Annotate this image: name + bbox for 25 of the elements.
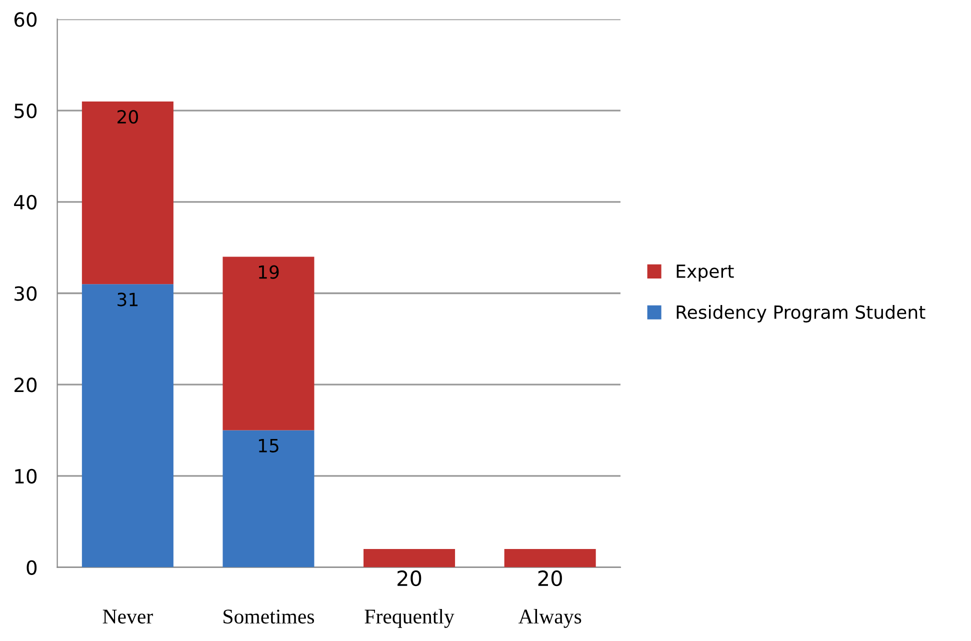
x-tick-label: Never <box>102 610 153 624</box>
data-label: 31 <box>118 292 138 306</box>
text: 20 <box>398 570 422 586</box>
data-label: 20 <box>118 110 138 124</box>
legend-label: Expert <box>676 264 734 282</box>
bar <box>504 549 596 568</box>
bar <box>222 256 314 430</box>
y-tick-label: 20 <box>14 378 37 392</box>
data-label: 15 <box>258 439 278 452</box>
y-tick-label: 0 <box>26 560 37 575</box>
y-tick-label: 60 <box>14 12 37 27</box>
data-label: 19 <box>258 265 279 279</box>
y-tick-label: 30 <box>14 286 37 301</box>
bar <box>222 430 314 568</box>
x-tick-label: Sometimes <box>224 610 314 624</box>
x-tick-label: Frequently <box>364 608 454 628</box>
bar <box>82 284 174 568</box>
legend-label: Residency Program Student <box>676 304 926 322</box>
bar <box>82 101 174 284</box>
y-tick-label: 50 <box>14 104 37 118</box>
bar <box>364 549 456 568</box>
x-tick-label: Always <box>518 608 582 628</box>
y-tick-label: 40 <box>14 194 37 210</box>
y-tick-label: 10 <box>15 468 37 484</box>
text: 20 <box>538 570 562 586</box>
